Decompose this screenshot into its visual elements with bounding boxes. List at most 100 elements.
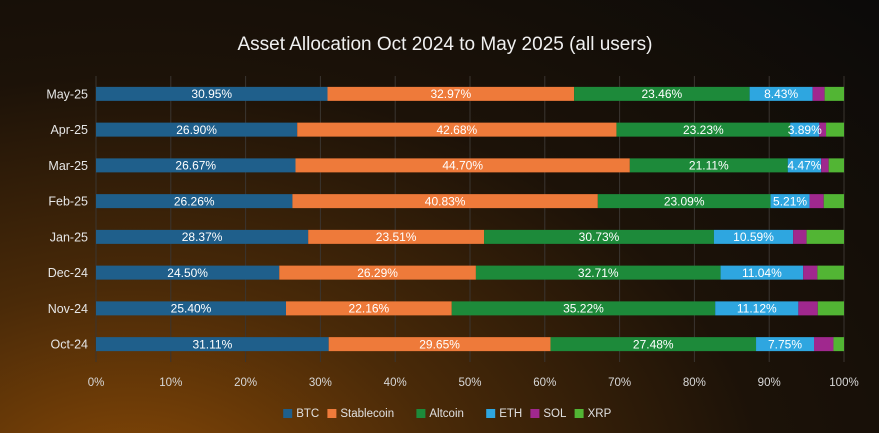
bar-segment	[96, 122, 298, 137]
bar-segment	[629, 158, 788, 173]
x-tick-labels: 0% 10% 20% 30% 40% 50% 60% 70% 80% 90% 100%	[88, 377, 859, 389]
data-label: 25.40%	[171, 302, 212, 316]
bar-segment	[96, 158, 296, 173]
bar-segment	[817, 265, 844, 280]
legend-swatch	[416, 409, 426, 418]
data-label: 8.43%	[764, 87, 798, 101]
legend-label: ETH	[499, 408, 522, 420]
x-tick-label: 90%	[758, 377, 781, 389]
grid	[95, 76, 845, 362]
bar-segment	[823, 194, 844, 209]
data-label: 23.23%	[683, 123, 724, 137]
bar-segment	[790, 122, 820, 137]
data-label: 31.11%	[192, 337, 232, 351]
bar-segment	[812, 86, 825, 101]
bar-segment	[616, 122, 791, 137]
x-tick-label: 70%	[608, 377, 631, 389]
bar-segment	[328, 337, 551, 352]
category-label: Mar-25	[48, 159, 88, 173]
data-label: 3.89%	[788, 123, 822, 137]
chart-title: Asset Allocation Oct 2024 to May 2025 (a…	[237, 34, 652, 55]
data-label: 10.59%	[733, 230, 774, 244]
category-label: Jan-25	[50, 230, 88, 244]
data-label: 32.71%	[578, 266, 619, 280]
x-tick-label: 40%	[384, 377, 407, 389]
bar-segment	[451, 301, 716, 316]
category-labels: May-25 Apr-25 Mar-25 Feb-25 Jan-25 Dec-24 Nov-…	[46, 87, 88, 351]
bar-segment	[96, 194, 293, 209]
x-tick-label: 10%	[159, 377, 182, 389]
bar-segment	[756, 337, 815, 352]
bar-segment	[715, 301, 799, 316]
bar-segment	[819, 122, 827, 137]
category-label: Feb-25	[48, 195, 88, 209]
category-label: Apr-25	[50, 123, 88, 137]
data-label: 24.50%	[167, 266, 208, 280]
bar-segment	[793, 229, 807, 244]
bar-segment	[787, 158, 822, 173]
bar-segment	[297, 122, 617, 137]
data-label: 23.09%	[664, 194, 705, 208]
bar-segment	[96, 229, 309, 244]
data-label: 29.65%	[419, 337, 460, 351]
category-label: Oct-24	[50, 338, 88, 352]
legend-swatch	[574, 409, 584, 418]
category-label: Nov-24	[48, 302, 88, 316]
data-label: 22.16%	[349, 302, 390, 316]
legend: BTC Stablecoin Altcoin ETH SOL XRP	[283, 408, 612, 420]
bar-segment	[96, 265, 280, 280]
data-label: 23.46%	[642, 87, 683, 101]
data-label: 23.51%	[376, 230, 417, 244]
bar-segment	[713, 229, 794, 244]
legend-swatch	[530, 409, 540, 418]
legend-label: Altcoin	[429, 408, 464, 420]
legend-label: Stablecoin	[340, 408, 394, 420]
data-label: 7.75%	[768, 337, 802, 351]
bar-segment	[809, 194, 824, 209]
bar-segment	[96, 337, 329, 352]
legend-swatch	[327, 409, 337, 418]
bar-segment	[475, 265, 721, 280]
bar-segment	[96, 86, 328, 101]
bar-segment	[833, 337, 844, 352]
bar-segment	[327, 86, 575, 101]
x-tick-label: 20%	[234, 377, 257, 389]
data-label: 30.95%	[191, 87, 232, 101]
x-tick-label: 50%	[458, 377, 481, 389]
x-tick-label: 100%	[829, 377, 858, 389]
bar-segment	[292, 194, 598, 209]
bar-segment	[308, 229, 485, 244]
bar-segment	[749, 86, 813, 101]
data-label: 27.48%	[633, 337, 674, 351]
data-label: 26.29%	[357, 266, 398, 280]
data-label: 21.11%	[689, 159, 729, 173]
category-label: May-25	[46, 87, 88, 101]
data-label: 40.83%	[425, 194, 466, 208]
bar-segment	[828, 158, 844, 173]
data-label: 26.26%	[174, 194, 215, 208]
data-label: 11.04%	[742, 266, 782, 280]
bar-segment	[295, 158, 630, 173]
bars	[96, 86, 844, 352]
x-tick-label: 60%	[533, 377, 556, 389]
bar-segment	[817, 301, 844, 316]
data-label: 5.21%	[773, 194, 807, 208]
bar-segment	[484, 229, 714, 244]
data-label: 44.70%	[442, 159, 483, 173]
bar-segment	[96, 301, 286, 316]
x-tick-label: 80%	[683, 377, 706, 389]
data-label: 28.37%	[182, 230, 223, 244]
data-label: 26.67%	[175, 159, 216, 173]
legend-label: BTC	[296, 408, 319, 420]
data-label: 26.90%	[176, 123, 217, 137]
bar-segment	[806, 229, 844, 244]
data-label: 35.22%	[563, 302, 604, 316]
data-label: 32.97%	[430, 87, 471, 101]
legend-swatch	[486, 409, 496, 418]
bar-segment	[821, 158, 829, 173]
x-tick-label: 0%	[88, 377, 105, 389]
bar-segment	[720, 265, 804, 280]
bar-segment	[597, 194, 771, 209]
bar-segment	[814, 337, 834, 352]
data-labels: 30.95% 32.97% 23.46% 8.43% 26.90% 42.68% 23.23…	[167, 87, 822, 351]
